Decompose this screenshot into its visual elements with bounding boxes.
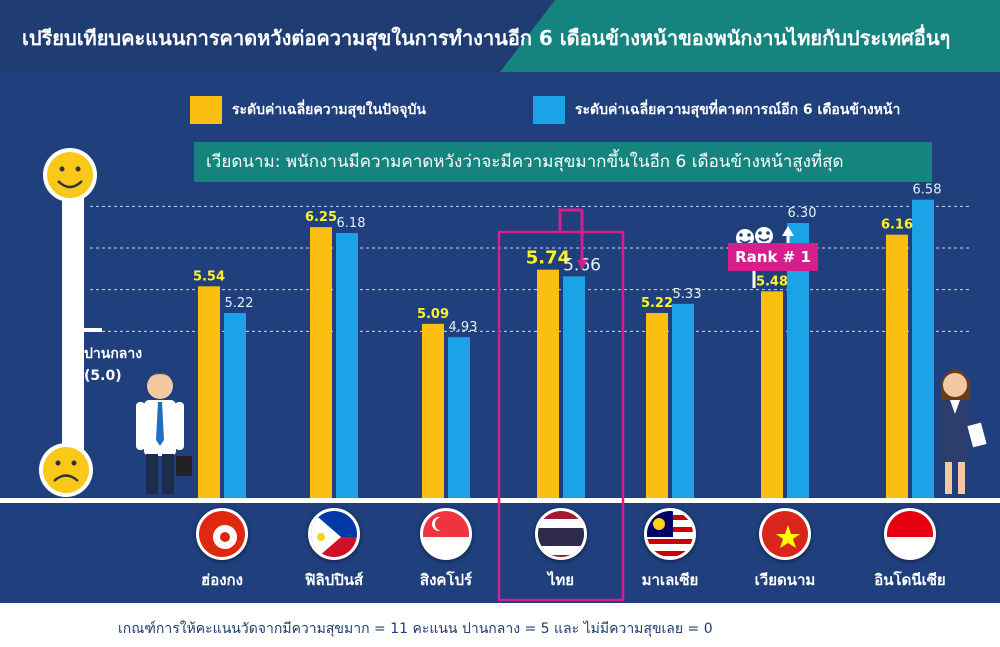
- bar-current-6: [886, 234, 908, 498]
- value-label-expected-0: 5.22: [225, 296, 254, 311]
- bar-current-4: [646, 313, 668, 498]
- header-accent: [500, 0, 1000, 72]
- bar-expected-3: [563, 276, 585, 498]
- malaysia-flag-icon: [644, 508, 696, 560]
- philippines-flag-icon: [308, 508, 360, 560]
- footnote: เกณฑ์การให้คะแนนวัดจากมีความสุขมาก = 11 …: [118, 621, 713, 637]
- country-label-3: ไทย: [547, 571, 575, 589]
- hong-kong-flag-icon: [196, 508, 248, 560]
- value-label-current-5: 5.48: [756, 274, 788, 289]
- bars: [0, 199, 1000, 503]
- happy-face-icon: [43, 148, 97, 202]
- value-label-current-0: 5.54: [193, 269, 225, 284]
- value-label-current-3: 5.74: [526, 248, 570, 269]
- bar-expected-4: [672, 303, 694, 498]
- thailand-flag-icon: [535, 508, 587, 560]
- bar-current-3: [537, 269, 559, 498]
- value-label-current-1: 6.25: [305, 210, 337, 225]
- thailand-arrow-head: [577, 260, 587, 270]
- thailand-drop-arrow: [558, 208, 584, 262]
- bar-expected-1: [336, 233, 358, 498]
- header: เปรียบเทียบคะแนนการคาดหวังต่อความสุขในกา…: [0, 0, 1000, 72]
- scale-bar: [62, 170, 84, 460]
- value-label-expected-1: 6.18: [337, 216, 366, 231]
- legend-expected: ระดับค่าเฉลี่ยความสุขที่คาดการณ์อีก 6 เด…: [533, 96, 900, 124]
- page-title: เปรียบเทียบคะแนนการคาดหวังต่อความสุขในกา…: [22, 26, 951, 50]
- businesswoman-figure: [940, 369, 987, 494]
- country-label-5: เวียดนาม: [754, 571, 816, 589]
- vietnam-arrow-head: [782, 226, 794, 236]
- country-label-2: สิงคโปร์: [419, 571, 473, 589]
- value-label-expected-6: 6.58: [913, 183, 942, 198]
- businessman-figure: [136, 373, 192, 494]
- sad-face-icon: [39, 443, 93, 497]
- singapore-flag-icon: [420, 508, 472, 560]
- bar-expected-5: [787, 223, 809, 498]
- midpoint-value: (5.0): [84, 368, 122, 384]
- value-label-expected-5: 6.30: [788, 206, 817, 221]
- bar-expected-0: [224, 313, 246, 498]
- value-label-expected-4: 5.33: [673, 287, 702, 302]
- legend-swatch-expected: [533, 96, 565, 124]
- legend-label-expected: ระดับค่าเฉลี่ยความสุขที่คาดการณ์อีก 6 เด…: [575, 102, 901, 118]
- bar-current-1: [310, 227, 332, 498]
- value-label-current-6: 6.16: [881, 218, 913, 233]
- bar-expected-2: [448, 337, 470, 498]
- bar-current-0: [198, 286, 220, 498]
- rank-badge: Rank # 1: [728, 243, 818, 271]
- value-label-current-2: 5.09: [417, 307, 449, 322]
- indonesia-flag-icon: [884, 508, 936, 560]
- vietnam-callout: เวียดนาม: พนักงานมีความคาดหวังว่าจะมีควา…: [194, 142, 932, 182]
- country-label-0: ฮ่องกง: [201, 571, 243, 589]
- bar-expected-6: [912, 199, 934, 498]
- vietnam-flag-icon: [759, 508, 811, 560]
- legend-label-current: ระดับค่าเฉลี่ยความสุขในปัจจุบัน: [232, 102, 426, 118]
- country-label-4: มาเลเซีย: [641, 571, 699, 589]
- value-label-current-4: 5.22: [641, 296, 673, 311]
- bar-current-5: [761, 291, 783, 498]
- midpoint-label: ปานกลาง: [84, 346, 143, 362]
- smiley-faces-icon: [736, 227, 773, 247]
- country-label-6: อินโดนีเซีย: [874, 571, 946, 589]
- legend-swatch-current: [190, 96, 222, 124]
- country-label-1: ฟิลิปปินส์: [304, 571, 364, 589]
- legend-current: ระดับค่าเฉลี่ยความสุขในปัจจุบัน: [190, 96, 426, 124]
- value-label-expected-2: 4.93: [449, 320, 478, 335]
- bar-current-2: [422, 323, 444, 498]
- value-labels: 5.545.226.256.185.094.935.745.665.225.33…: [193, 183, 942, 335]
